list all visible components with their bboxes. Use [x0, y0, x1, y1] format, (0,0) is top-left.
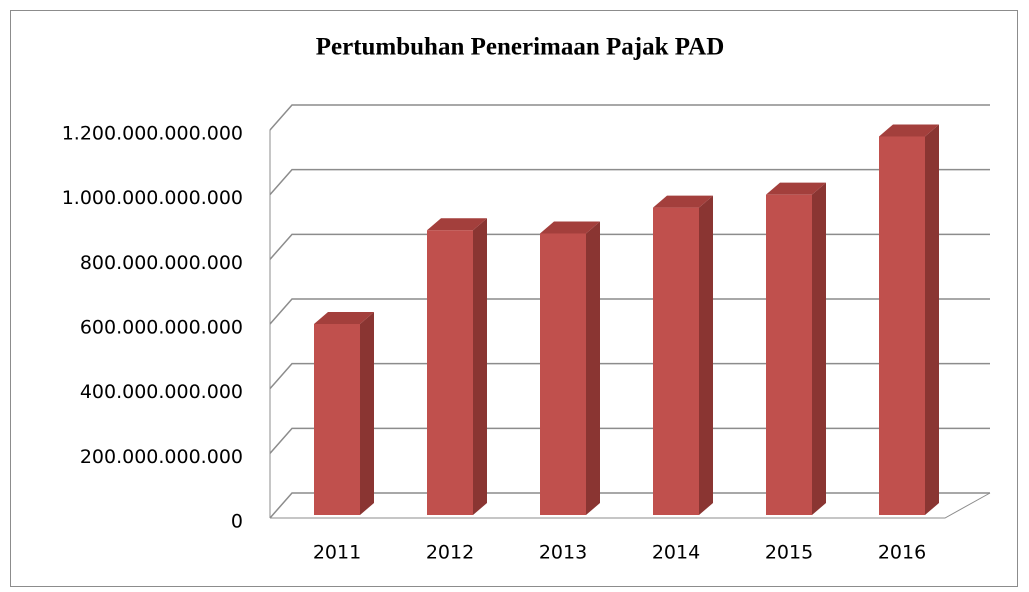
- bar-side: [925, 124, 939, 515]
- bar-side: [360, 312, 374, 515]
- bar-top: [766, 182, 826, 195]
- grid-line: [269, 492, 990, 519]
- bar-top: [540, 221, 600, 234]
- bar: [653, 207, 699, 515]
- bar: [540, 233, 586, 515]
- bar-side: [586, 221, 600, 515]
- y-tick-label: 1.000.000.000.000: [62, 187, 243, 209]
- bar: [314, 324, 360, 515]
- x-tick-label: 2011: [313, 542, 361, 564]
- y-tick-label: 200.000.000.000: [80, 446, 243, 468]
- chart-title: Pertumbuhan Penerimaan Pajak PAD: [316, 34, 725, 61]
- bar: [879, 136, 925, 515]
- grid-line: [269, 168, 990, 196]
- y-tick-label: 0: [231, 511, 243, 533]
- x-tick-label: 2015: [765, 542, 813, 564]
- x-tick-label: 2014: [652, 542, 700, 564]
- x-tick-label: 2013: [539, 542, 587, 564]
- x-tick-label: 2016: [878, 542, 926, 564]
- bar: [766, 194, 812, 515]
- grid-line: [269, 233, 990, 260]
- grid-line: [269, 427, 990, 454]
- grid-line: [269, 298, 990, 325]
- y-tick-label: 600.000.000.000: [80, 317, 243, 339]
- floor: [270, 492, 991, 519]
- bar-side: [812, 182, 826, 515]
- x-tick-label: 2012: [426, 542, 474, 564]
- grid-line: [269, 362, 990, 390]
- y-tick-label: 1.200.000.000.000: [62, 123, 243, 145]
- grid-line: [269, 104, 990, 131]
- bar-top: [427, 218, 487, 231]
- bar-side: [473, 218, 487, 515]
- bar-side: [699, 195, 713, 515]
- y-tick-label: 400.000.000.000: [80, 381, 243, 403]
- bar-top: [314, 312, 374, 324]
- y-tick-label: 800.000.000.000: [80, 252, 243, 274]
- bar: [427, 230, 473, 515]
- bar-top: [653, 195, 713, 208]
- bar-top: [879, 124, 939, 137]
